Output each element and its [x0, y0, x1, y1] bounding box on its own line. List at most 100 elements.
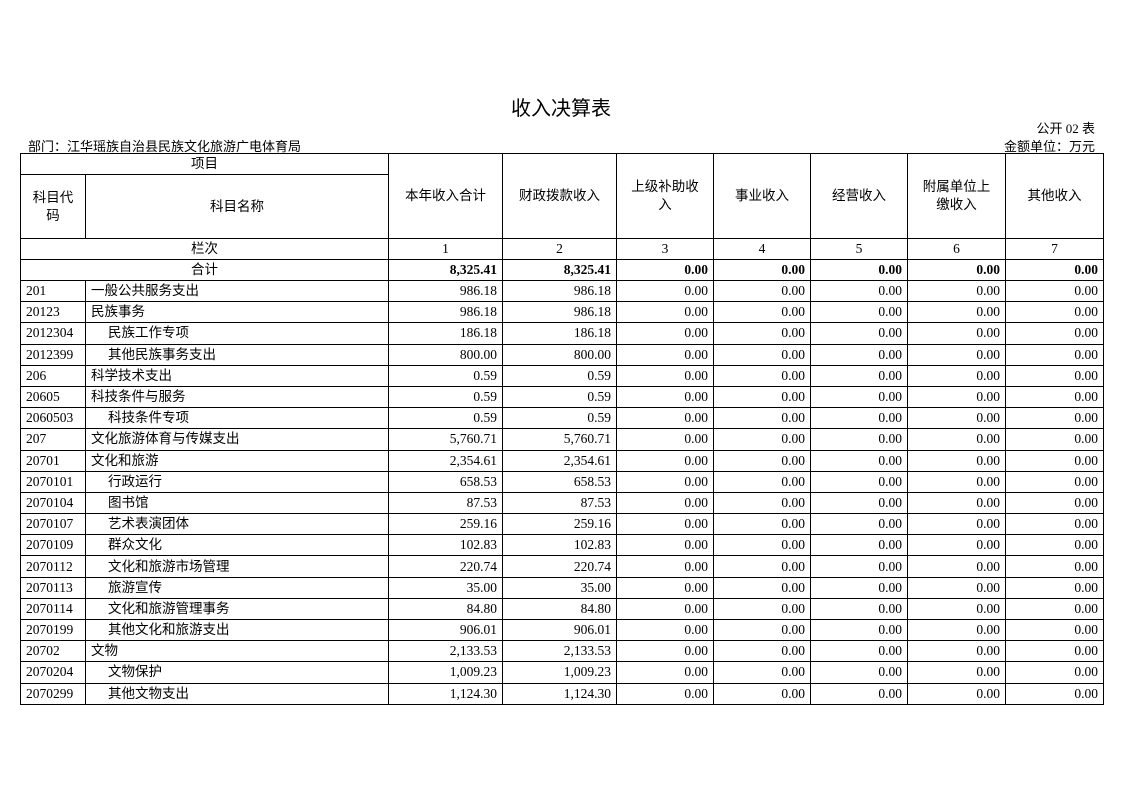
subject-code: 201	[20, 279, 86, 303]
subject-code: 2060503	[20, 407, 86, 430]
zero-value: 0.00	[713, 661, 811, 684]
subject-code: 20702	[20, 640, 86, 663]
zero-value: 0.00	[1005, 301, 1104, 324]
fiscal-income: 87.53	[502, 491, 617, 515]
table-row: 2070112 文化和旅游市场管理 220.74 220.74 0.00 0.00 0.00…	[20, 555, 1104, 578]
fiscal-income: 220.74	[502, 555, 617, 578]
zero-value: 0.00	[810, 385, 908, 409]
header-col-1: 本年收入合计	[388, 153, 503, 239]
subject-name: 科学技术支出	[85, 364, 389, 387]
zero-value: 0.00	[1005, 364, 1104, 387]
total-income: 1,009.23	[388, 661, 503, 684]
subject-code: 2012399	[20, 343, 86, 366]
subject-name: 文化和旅游市场管理	[85, 555, 389, 578]
fiscal-income: 259.16	[502, 513, 617, 536]
index-cell: 2	[502, 238, 617, 260]
zero-value: 0.00	[907, 597, 1006, 621]
zero-value: 0.00	[810, 597, 908, 621]
table-row: 206 科学技术支出 0.59 0.59 0.00 0.00 0.00 0.00 0.00	[20, 364, 1104, 387]
subject-name: 文化旅游体育与传媒支出	[85, 428, 389, 451]
index-cell: 3	[616, 238, 714, 260]
total-value: 8,325.41	[502, 259, 617, 281]
zero-value: 0.00	[810, 618, 908, 642]
zero-value: 0.00	[616, 470, 714, 493]
subject-code: 20123	[20, 301, 86, 324]
zero-value: 0.00	[907, 618, 1006, 642]
subject-name: 文化和旅游管理事务	[85, 597, 389, 621]
subject-name: 一般公共服务支出	[85, 279, 389, 303]
zero-value: 0.00	[810, 661, 908, 684]
table-row: 2070113 旅游宣传 35.00 35.00 0.00 0.00 0.00 0.00 0.0…	[20, 576, 1104, 599]
zero-value: 0.00	[907, 640, 1006, 663]
zero-value: 0.00	[907, 470, 1006, 493]
zero-value: 0.00	[616, 618, 714, 642]
index-cell: 7	[1005, 238, 1104, 260]
total-income: 0.59	[388, 407, 503, 430]
fiscal-income: 1,009.23	[502, 661, 617, 684]
header-col-2: 财政拨款收入	[502, 153, 617, 239]
zero-value: 0.00	[810, 407, 908, 430]
zero-value: 0.00	[616, 513, 714, 536]
zero-value: 0.00	[810, 491, 908, 515]
subject-name: 民族工作专项	[85, 322, 389, 345]
zero-value: 0.00	[616, 597, 714, 621]
zero-value: 0.00	[810, 301, 908, 324]
unit-label: 金额单位：万元	[1003, 139, 1095, 154]
zero-value: 0.00	[616, 491, 714, 515]
subject-code: 20605	[20, 385, 86, 409]
total-income: 102.83	[388, 534, 503, 557]
zero-value: 0.00	[713, 491, 811, 515]
zero-value: 0.00	[1005, 597, 1104, 621]
zero-value: 0.00	[907, 534, 1006, 557]
department-label: 部门：江华瑶族自治县民族文化旅游广电体育局	[28, 139, 302, 154]
table-row: 2070114 文化和旅游管理事务 84.80 84.80 0.00 0.00 0.00 0.…	[20, 597, 1104, 621]
zero-value: 0.00	[713, 470, 811, 493]
subject-name: 行政运行	[85, 470, 389, 493]
table-row: 2070299 其他文物支出 1,124.30 1,124.30 0.00 0.00 0.0…	[20, 682, 1104, 705]
zero-value: 0.00	[907, 428, 1006, 451]
zero-value: 0.00	[616, 555, 714, 578]
zero-value: 0.00	[713, 449, 811, 472]
zero-value: 0.00	[1005, 428, 1104, 451]
total-value: 0.00	[810, 259, 908, 281]
zero-value: 0.00	[1005, 661, 1104, 684]
zero-value: 0.00	[1005, 555, 1104, 578]
subject-code: 2070112	[20, 555, 86, 578]
total-income: 87.53	[388, 491, 503, 515]
subject-name: 旅游宣传	[85, 576, 389, 599]
zero-value: 0.00	[616, 428, 714, 451]
fiscal-income: 2,354.61	[502, 449, 617, 472]
table-row: 2060503 科技条件专项 0.59 0.59 0.00 0.00 0.00 0.00 0.0…	[20, 407, 1104, 430]
zero-value: 0.00	[713, 279, 811, 303]
fiscal-income: 2,133.53	[502, 640, 617, 663]
fiscal-income: 986.18	[502, 301, 617, 324]
index-cell: 4	[713, 238, 811, 260]
zero-value: 0.00	[616, 534, 714, 557]
subject-code: 2070204	[20, 661, 86, 684]
zero-value: 0.00	[810, 364, 908, 387]
table-row: 2070107 艺术表演团体 259.16 259.16 0.00 0.00 0.00 0.0…	[20, 513, 1104, 536]
zero-value: 0.00	[713, 618, 811, 642]
fiscal-income: 35.00	[502, 576, 617, 599]
zero-value: 0.00	[616, 322, 714, 345]
total-income: 1,124.30	[388, 682, 503, 705]
total-income: 5,760.71	[388, 428, 503, 451]
zero-value: 0.00	[810, 576, 908, 599]
zero-value: 0.00	[616, 407, 714, 430]
subject-code: 2070113	[20, 576, 86, 599]
fiscal-income: 0.59	[502, 407, 617, 430]
subject-code: 2070101	[20, 470, 86, 493]
subject-name: 艺术表演团体	[85, 513, 389, 536]
zero-value: 0.00	[810, 682, 908, 705]
zero-value: 0.00	[810, 555, 908, 578]
zero-value: 0.00	[713, 364, 811, 387]
table-row: 2012399 其他民族事务支出 800.00 800.00 0.00 0.00 0.00 0…	[20, 343, 1104, 366]
subject-name: 文物	[85, 640, 389, 663]
table-row: 20702 文物 2,133.53 2,133.53 0.00 0.00 0.00 0.00 0…	[20, 640, 1104, 663]
fiscal-income: 0.59	[502, 364, 617, 387]
total-income: 35.00	[388, 576, 503, 599]
subject-name: 文化和旅游	[85, 449, 389, 472]
total-value: 0.00	[616, 259, 714, 281]
zero-value: 0.00	[1005, 576, 1104, 599]
zero-value: 0.00	[810, 470, 908, 493]
